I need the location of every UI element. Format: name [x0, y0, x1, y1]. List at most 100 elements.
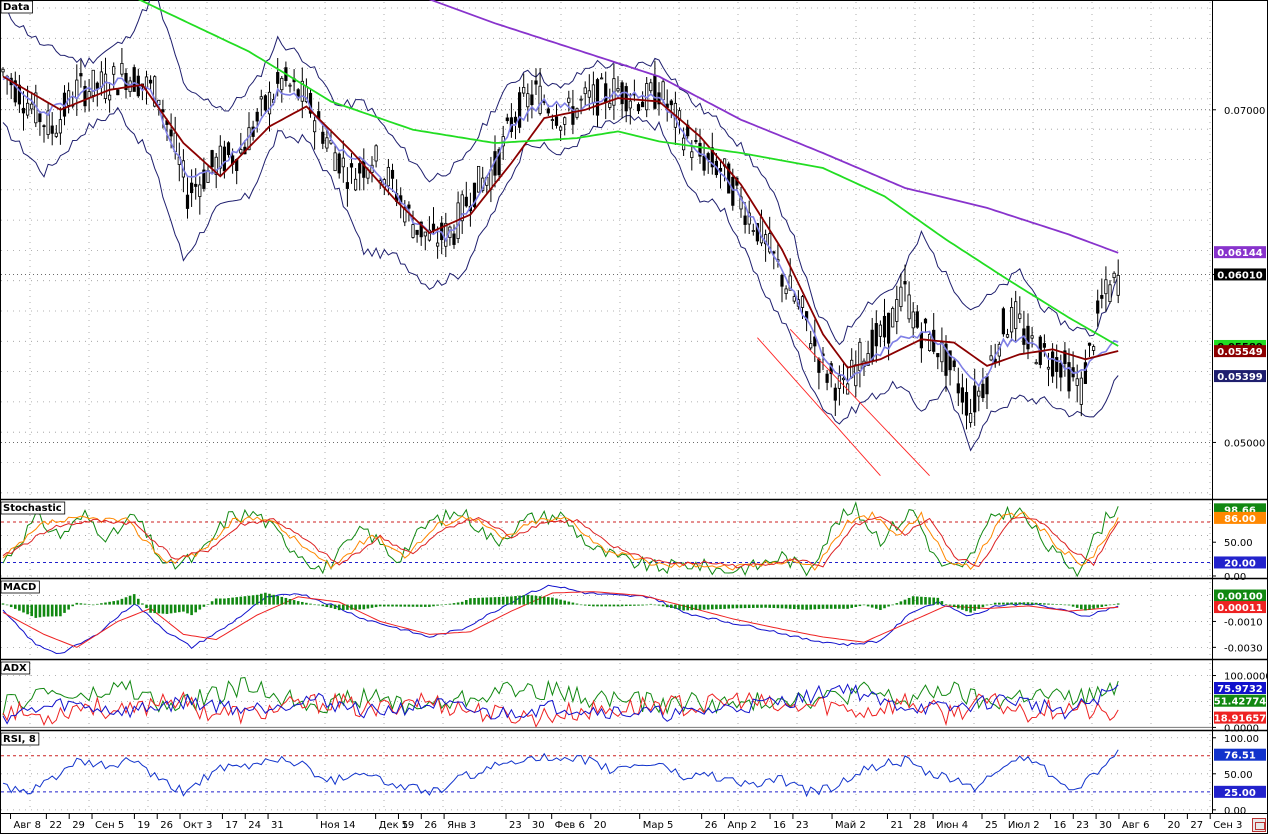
- macd-y-tick-label: -0.0010: [1224, 617, 1263, 628]
- macd-histogram-bar: [616, 604, 620, 607]
- macd-histogram-bar: [362, 604, 366, 610]
- candle-body: [891, 307, 895, 328]
- time-tick-label: 26: [705, 820, 718, 831]
- candle-body: [222, 146, 226, 172]
- macd-histogram-bar: [22, 604, 25, 613]
- candle-body: [419, 221, 423, 238]
- macd-histogram-bar: [1002, 602, 1005, 605]
- rsi-value-marker-box: [1214, 785, 1266, 798]
- macd-histogram-bar: [71, 604, 74, 607]
- macd-histogram-bar: [313, 604, 316, 606]
- macd-histogram-bar: [846, 604, 849, 609]
- adx-main-line: [2, 683, 1119, 725]
- adx-value-marker-box: [1214, 711, 1266, 724]
- adx-value-marker-box: [1214, 681, 1266, 694]
- candle-body: [641, 101, 645, 108]
- candle-body: [337, 153, 341, 174]
- macd-histogram-bar: [1092, 604, 1095, 609]
- macd-histogram-bar: [817, 604, 821, 610]
- macd-histogram-bar: [1055, 604, 1058, 605]
- candle-body: [42, 125, 46, 128]
- macd-histogram-bar: [5, 604, 9, 606]
- time-tick-label: Окт 3: [183, 820, 212, 831]
- macd-histogram-bar: [358, 604, 361, 610]
- candle-body: [1018, 313, 1022, 319]
- candle-body: [583, 87, 587, 95]
- candle-body: [780, 274, 784, 287]
- candle-body: [38, 113, 42, 123]
- candle-body: [653, 75, 657, 109]
- macd-histogram-bar: [805, 604, 808, 610]
- price-title: Data: [0, 0, 33, 14]
- macd-histogram-bar: [1039, 603, 1042, 605]
- candle-body: [91, 69, 95, 96]
- macd-histogram-bar: [321, 604, 325, 607]
- macd-histogram-bar: [67, 604, 70, 610]
- macd-histogram-bar: [243, 596, 247, 605]
- candle-body: [870, 329, 874, 362]
- macd-histogram-bar: [1014, 602, 1017, 605]
- macd-histogram-bar: [366, 604, 370, 609]
- macd-histogram-bar: [821, 604, 825, 609]
- candle-body: [636, 104, 641, 112]
- rsi-title: RSI, 8: [0, 732, 40, 746]
- macd-histogram-bar: [879, 604, 882, 610]
- candle-body: [198, 184, 202, 197]
- adx-value-marker: 75.9732: [1214, 681, 1266, 695]
- candle-body: [534, 80, 538, 85]
- macd-histogram-bar: [481, 597, 484, 605]
- adx-title-text: ADX: [3, 663, 27, 674]
- candle-body: [169, 129, 173, 137]
- candle-body: [718, 168, 723, 172]
- macd-histogram-bar: [268, 593, 271, 605]
- macd-histogram-bar: [891, 604, 894, 606]
- candle-body: [1079, 377, 1083, 405]
- candle-body: [288, 84, 292, 87]
- macd-histogram-bar: [793, 604, 796, 610]
- macd-value-marker-box: [1214, 589, 1266, 602]
- candle-body: [702, 155, 706, 171]
- time-tick-label: 22: [49, 820, 62, 831]
- candle-body: [407, 204, 411, 209]
- candle-body: [95, 82, 99, 89]
- macd-histogram-bar: [87, 604, 91, 605]
- candle-body: [964, 392, 969, 416]
- macd-histogram-bar: [182, 604, 185, 612]
- candle-body: [202, 169, 206, 189]
- candle-body: [255, 111, 259, 122]
- macd-histogram-bar: [1026, 602, 1030, 605]
- macd-histogram-bar: [969, 604, 972, 613]
- macd-histogram-bar: [961, 604, 964, 610]
- rsi-value-marker-label: 25.00: [1224, 788, 1256, 799]
- candle-body: [1055, 357, 1059, 372]
- grid-layer: [1, 2, 1212, 811]
- macd-histogram-bar: [850, 604, 853, 608]
- candle-body: [952, 360, 956, 368]
- candle-body: [280, 77, 284, 91]
- candle-body: [374, 145, 378, 162]
- candle-body: [755, 223, 760, 242]
- candle-body: [1092, 346, 1096, 351]
- candle-body: [403, 207, 407, 223]
- time-tick-label: 21: [890, 820, 903, 831]
- adx-value-marker-box: [1214, 694, 1266, 707]
- macd-main-line: [2, 584, 1119, 655]
- chart-shift-button[interactable]: [1252, 818, 1266, 832]
- macd-title-box: [0, 580, 40, 594]
- candle-body: [112, 66, 116, 75]
- candle-body: [58, 119, 63, 134]
- macd-histogram-bar: [1018, 602, 1022, 605]
- macd-histogram-bar: [928, 597, 931, 605]
- macd-histogram-bar: [542, 596, 546, 605]
- macd-histogram-bar: [46, 604, 50, 617]
- macd-histogram-bar: [829, 604, 833, 609]
- macd-histogram-bar: [465, 600, 468, 605]
- candle-body: [911, 311, 915, 329]
- macd-histogram-bar: [440, 604, 443, 606]
- candle-body: [276, 72, 280, 84]
- macd-histogram-bar: [649, 603, 653, 605]
- candle-body: [345, 182, 350, 189]
- macd-histogram-bar: [870, 604, 874, 608]
- macd-histogram-bar: [993, 602, 997, 605]
- adx-y-tick-label: 100.0000: [1224, 672, 1268, 683]
